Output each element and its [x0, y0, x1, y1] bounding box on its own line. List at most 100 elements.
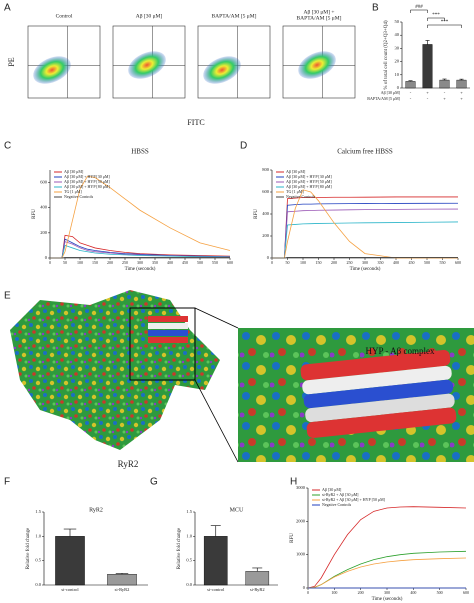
y-tick-label: 0	[45, 255, 48, 260]
row-mark: +	[443, 96, 446, 101]
x-tick-label: 0	[49, 260, 51, 265]
sig-label: ***	[441, 20, 449, 25]
x-tick-label: 600	[455, 260, 461, 265]
row-mark: -	[410, 96, 412, 101]
x-tick-label: 200	[331, 260, 337, 265]
x-tick-label: 550	[212, 260, 218, 265]
x-axis-label: Time (seconds)	[350, 267, 381, 272]
legend-label: Negative Controls	[322, 502, 352, 507]
y-tick-label: 20	[395, 59, 400, 64]
y-tick-label: 200	[40, 230, 48, 235]
panel-label: F	[4, 477, 10, 488]
series-line	[272, 257, 458, 259]
panel-label: D	[240, 141, 247, 152]
y-tick-label: 800	[262, 167, 270, 172]
series-line	[307, 550, 467, 589]
sig-bracket	[427, 17, 445, 21]
chart-title: Calcium free HBSS	[337, 148, 393, 156]
x-tick-label: 600	[463, 590, 469, 595]
y-tick-label: 0.0	[35, 582, 41, 587]
protein-label: RyR2	[118, 459, 139, 469]
x-tick-label: 600	[227, 260, 233, 265]
row-label: BAPTA/AM [5 μM]	[367, 96, 400, 101]
x-tick-label: 150	[92, 260, 98, 265]
y-tick-label: 40	[395, 32, 400, 37]
y-tick-label: 600	[262, 189, 270, 194]
series-line	[50, 244, 231, 259]
y-axis-label: RFU	[290, 533, 295, 543]
x-tick-label: 50	[63, 260, 67, 265]
zoom-line	[194, 379, 239, 463]
y-tick-label: 2000	[296, 518, 306, 523]
y-axis-label: RFU	[254, 209, 259, 219]
helix-small	[148, 316, 188, 343]
bar	[405, 81, 416, 89]
zoom-line	[194, 307, 239, 329]
x-tick-label: 350	[378, 260, 384, 265]
x-tick-label: 250	[347, 260, 353, 265]
y-axis-label: RFU	[32, 209, 37, 219]
y-axis-label: % of total cell count (Q2+Q3+Q4)	[384, 20, 389, 89]
bar	[422, 44, 433, 89]
legend-label: Aβ [30 μM] + HYP [80 μM]	[286, 184, 332, 189]
legend-label: Aβ [30 μM] + HYP [30 μM]	[64, 174, 110, 179]
x-axis-label: Time (seconds)	[125, 267, 156, 272]
legend-label: Aβ [30 μM]	[64, 169, 84, 174]
legend-label: TG [1 μM]	[64, 189, 82, 194]
y-tick-label: 1.0	[186, 533, 192, 538]
flow-x-label: FITC	[187, 118, 204, 127]
row-mark: -	[444, 90, 446, 95]
bar	[245, 571, 270, 586]
series-line	[50, 234, 231, 259]
flow-title: BAPTA/AM [5 μM]	[297, 15, 342, 21]
x-tick-label: 300	[137, 260, 143, 265]
flow-y-label: PE	[7, 57, 16, 66]
y-tick-label: 30	[395, 45, 400, 50]
panel-label: E	[4, 291, 11, 302]
y-tick-label: 3000	[296, 485, 306, 490]
y-tick-label: 10	[395, 72, 400, 77]
x-tick-label: si-RyR2	[250, 587, 265, 592]
y-tick-label: 1.5	[35, 509, 41, 514]
bar	[456, 79, 467, 89]
series-line	[307, 557, 467, 589]
series-line	[272, 202, 459, 259]
x-tick-label: 550	[440, 260, 446, 265]
x-tick-label: si-control	[207, 587, 225, 592]
row-mark: -	[410, 90, 412, 95]
y-tick-label: 1.0	[35, 533, 41, 538]
cell-density	[33, 56, 71, 84]
legend-label: Aβ [30 μM]	[286, 169, 306, 174]
x-tick-label: 200	[358, 590, 364, 595]
x-tick-label: 50	[286, 260, 290, 265]
y-tick-label: 1.5	[186, 509, 192, 514]
x-tick-label: 500	[197, 260, 203, 265]
x-tick-label: si-control	[61, 587, 79, 592]
x-tick-label: 350	[152, 260, 158, 265]
y-tick-label: 0	[397, 85, 400, 90]
y-axis-label: Relative fold change	[26, 527, 31, 569]
y-tick-label: 0.5	[186, 558, 192, 563]
y-tick-label: 0	[303, 585, 306, 590]
sig-bracket	[410, 9, 428, 13]
series-line	[272, 196, 458, 259]
panel-label: B	[372, 3, 379, 14]
legend-label: Aβ [30 μM] + HYP [80 μM]	[64, 184, 110, 189]
zoom-box	[129, 307, 196, 381]
cell-density	[298, 51, 336, 79]
legend-label: Negative Controls	[286, 194, 316, 199]
series-line	[50, 175, 231, 259]
sig-label: ***	[432, 13, 440, 18]
legend-label: Aβ [30 μM]	[322, 487, 342, 492]
row-mark: +	[460, 90, 463, 95]
flow-title: Aβ [30 μM]	[136, 13, 163, 19]
x-tick-label: 0	[307, 590, 309, 595]
y-tick-label: 50	[395, 19, 400, 24]
y-tick-label: 200	[262, 233, 270, 238]
x-tick-label: 300	[362, 260, 368, 265]
sig-bracket	[427, 24, 462, 28]
bar	[107, 574, 137, 586]
sig-label: ###	[415, 5, 423, 10]
